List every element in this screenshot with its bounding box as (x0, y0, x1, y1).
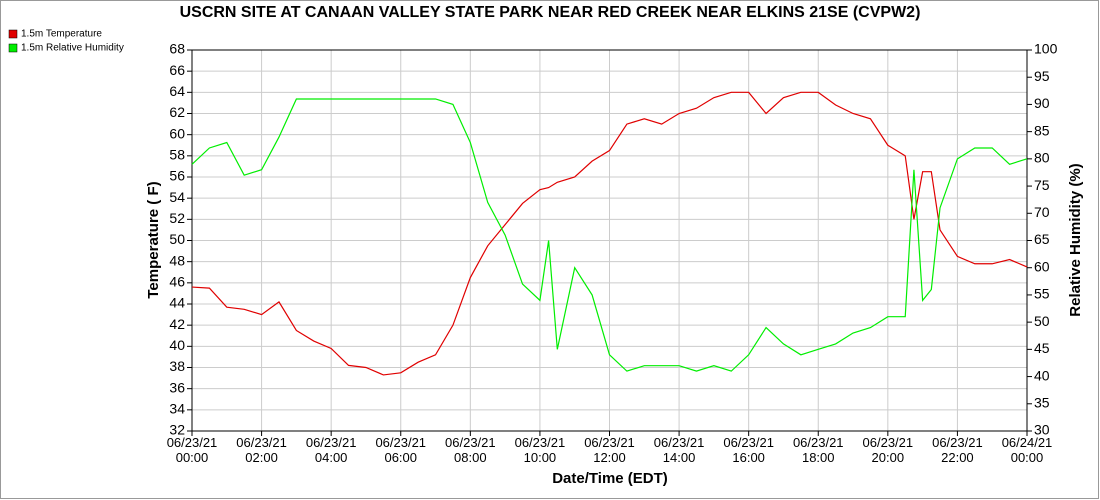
y2-tick-label: 90 (1034, 95, 1050, 111)
y-tick-label: 62 (169, 104, 185, 120)
y2-tick-label: 75 (1034, 177, 1050, 193)
y-tick-label: 36 (169, 379, 185, 395)
y-tick-label: 48 (169, 252, 185, 268)
x-tick-label: 06/23/21 06:00 (375, 435, 427, 465)
y-tick-label: 46 (169, 274, 185, 290)
x-tick-label: 06/23/21 08:00 (445, 435, 496, 465)
x-tick-label: 06/23/21 00:00 (166, 435, 218, 465)
y2-tick-label: 40 (1034, 367, 1050, 383)
x-tick-label: 06/23/21 22:00 (932, 435, 983, 465)
x-tick-label: 06/23/21 02:00 (236, 435, 287, 465)
y-axis-label: Temperature ( F) (145, 181, 162, 298)
y2-tick-label: 100 (1034, 41, 1058, 57)
x-tick-label: 06/23/21 16:00 (723, 435, 774, 465)
x-tick-label: 06/24/21 00:00 (1001, 435, 1053, 465)
y-tick-label: 60 (169, 125, 185, 141)
y2-tick-label: 80 (1034, 150, 1050, 166)
y-tick-label: 44 (169, 295, 185, 311)
y-tick-label: 32 (169, 422, 185, 438)
x-axis-label: Date/Time (EDT) (552, 470, 668, 487)
y2-tick-label: 30 (1034, 422, 1050, 438)
x-tick-label: 06/23/21 12:00 (584, 435, 635, 465)
data-line (191, 98, 1028, 372)
legend-label: 1.5m Relative Humidity (21, 43, 124, 54)
y2-tick-label: 60 (1034, 258, 1050, 274)
y2-tick-label: 45 (1034, 340, 1050, 356)
chart-title: USCRN SITE AT CANAAN VALLEY STATE PARK N… (180, 4, 921, 21)
y2-tick-label: 50 (1034, 313, 1050, 329)
y2-tick-label: 35 (1034, 394, 1050, 410)
y-tick-label: 66 (169, 62, 185, 78)
x-tick-label: 06/23/21 14:00 (653, 435, 705, 465)
y-tick-label: 58 (169, 147, 185, 163)
y2-axis-label: Relative Humidity (%) (1067, 163, 1084, 316)
y-tick-label: 54 (169, 189, 185, 205)
plot-border (191, 49, 1028, 432)
y-tick-label: 56 (169, 168, 185, 184)
y2-tick-label: 65 (1034, 231, 1050, 247)
y-tick-label: 64 (169, 83, 185, 99)
y-tick-label: 38 (169, 358, 185, 374)
x-tick-label: 06/23/21 04:00 (305, 435, 357, 465)
y-tick-label: 68 (169, 41, 185, 57)
y2-tick-label: 55 (1034, 286, 1050, 302)
data-line (191, 91, 1028, 376)
y2-tick-label: 95 (1034, 68, 1050, 84)
x-tick-label: 06/23/21 10:00 (514, 435, 566, 465)
y-tick-label: 34 (169, 401, 185, 417)
y-tick-label: 50 (169, 231, 185, 247)
y2-tick-label: 85 (1034, 122, 1050, 138)
y-tick-label: 40 (169, 337, 185, 353)
legend-swatch (8, 43, 18, 53)
legend-swatch (8, 29, 18, 39)
x-tick-label: 06/23/21 18:00 (792, 435, 844, 465)
x-tick-label: 06/23/21 20:00 (862, 435, 914, 465)
y2-tick-label: 70 (1034, 204, 1050, 220)
legend-label: 1.5m Temperature (21, 29, 102, 40)
y-tick-label: 52 (169, 210, 185, 226)
y-tick-label: 42 (169, 316, 185, 332)
